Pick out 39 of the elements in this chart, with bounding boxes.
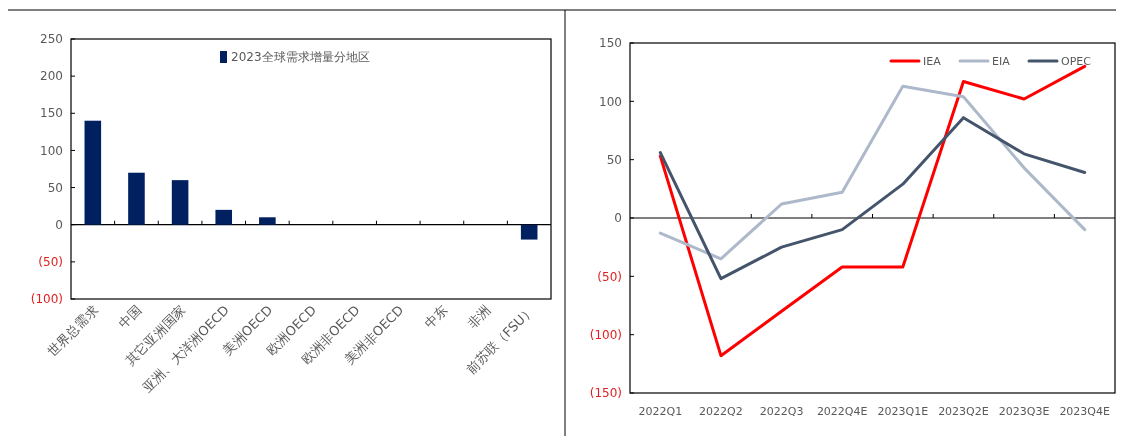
y-tick-label: 250: [40, 32, 63, 47]
y-tick-label: 150: [40, 106, 63, 121]
x-tick-label: 2022Q2: [699, 405, 743, 418]
y-tick-label: 50: [606, 152, 622, 167]
x-tick-label: 中东: [421, 302, 451, 332]
bar: [171, 180, 189, 225]
x-tick-label: 2022Q4E: [816, 405, 868, 418]
legend-label: OPEC: [1061, 55, 1092, 68]
y-tick-label: 0: [55, 217, 63, 232]
legend-label: IEA: [923, 55, 942, 68]
y-tick-label: 100: [599, 94, 622, 109]
line-series: [658, 116, 1087, 281]
y-tick-label: 0: [614, 211, 622, 226]
bar: [520, 224, 538, 240]
y-tick-label: (150): [589, 386, 622, 401]
x-tick-label: 中国: [115, 302, 145, 332]
bar: [128, 172, 145, 225]
x-tick-label: 2023Q1E: [877, 405, 929, 418]
y-tick-label: 100: [40, 143, 63, 158]
y-tick-label: 50: [47, 180, 63, 195]
x-tick-label: 非洲: [464, 302, 494, 332]
x-tick-label: 2022Q1: [638, 405, 683, 418]
x-tick-label: 2022Q3: [759, 405, 804, 418]
y-tick-label: 200: [40, 69, 63, 84]
legend-label: 2023全球需求增量分地区: [231, 50, 370, 64]
y-tick-label: (50): [38, 255, 63, 270]
x-tick-label: 2023Q4E: [1059, 405, 1111, 418]
y-tick-label: (100): [589, 327, 622, 342]
y-tick-label: 150: [599, 36, 622, 51]
y-tick-label: (50): [597, 269, 622, 284]
x-tick-label: 2023Q3E: [998, 405, 1050, 418]
x-tick-label: 2023Q2E: [938, 405, 989, 418]
bar: [259, 217, 276, 225]
bar: [215, 209, 233, 225]
line-series: [658, 84, 1087, 261]
y-tick-label: (100): [30, 292, 63, 307]
bar: [84, 120, 102, 225]
line-series: [658, 64, 1087, 358]
legend-label: EIA: [992, 55, 1011, 68]
